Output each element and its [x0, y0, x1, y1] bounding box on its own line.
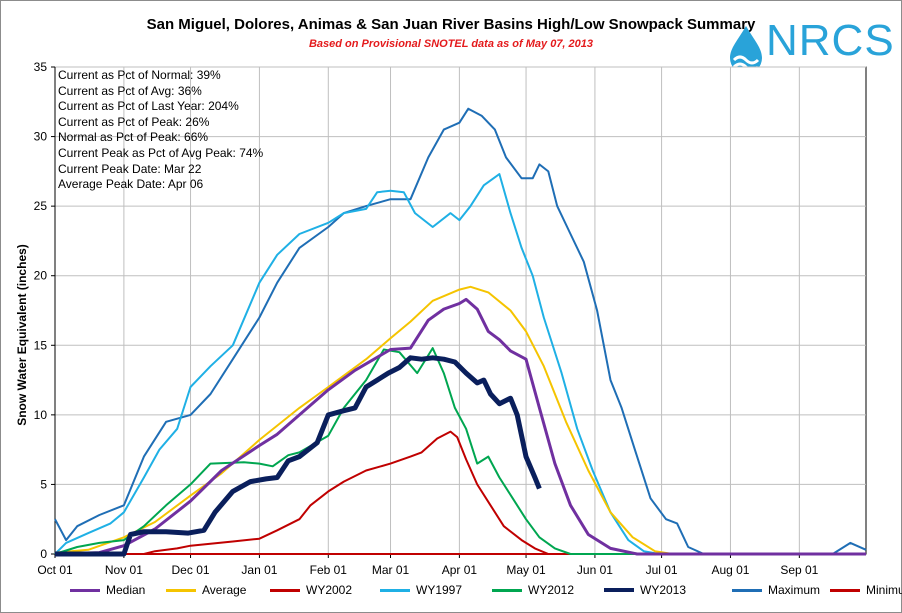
- legend-label: WY2013: [640, 583, 687, 597]
- stat-line: Current Peak as Pct of Avg Peak: 74%: [58, 145, 264, 160]
- x-tick-label: May 01: [506, 563, 546, 577]
- series-line-wy2013: [55, 355, 542, 557]
- y-tick-label: 30: [34, 130, 48, 144]
- stat-line: Current as Pct of Avg: 36%: [58, 83, 202, 98]
- chart-title: San Miguel, Dolores, Animas & San Juan R…: [146, 16, 756, 33]
- stat-line: Current as Pct of Peak: 26%: [58, 114, 210, 129]
- legend-swatch: [830, 588, 860, 592]
- y-tick-label: 35: [34, 60, 48, 74]
- series-line-wy1997: [54, 173, 866, 555]
- x-tick-label: Mar 01: [372, 563, 410, 577]
- y-tick-label: 0: [40, 547, 47, 561]
- series-lines: [54, 107, 867, 557]
- legend-item-average: Average: [166, 583, 246, 597]
- x-tick-label: Jun 01: [577, 563, 613, 577]
- x-tick-label: Jul 01: [646, 563, 678, 577]
- y-tick-label: 10: [34, 408, 48, 422]
- x-tick-label: Feb 01: [310, 563, 348, 577]
- legend-label: WY1997: [416, 583, 463, 597]
- stats-box: Current as Pct of Normal: 39% Current as …: [58, 68, 263, 193]
- legend-swatch: [166, 588, 196, 592]
- legend-label: WY2002: [306, 583, 353, 597]
- x-tick-label: Jan 01: [241, 563, 277, 577]
- legend-item-wy2012: WY2012: [492, 583, 574, 597]
- legend-swatch: [604, 588, 634, 592]
- legend-item-maximum: Maximum: [732, 583, 820, 597]
- y-axis-label: Snow Water Equivalent (inches): [15, 244, 29, 426]
- chart-subtitle: Based on Provisional SNOTEL data as of M…: [308, 38, 594, 50]
- series-line-wy2012: [54, 347, 866, 555]
- legend-swatch: [732, 588, 762, 592]
- x-tick-label: Oct 01: [37, 563, 73, 577]
- grid: [54, 66, 867, 555]
- y-tick-label: 5: [40, 477, 47, 491]
- logo-wordmark: NRCS: [766, 16, 895, 65]
- stat-line: Current as Pct of Last Year: 204%: [58, 99, 239, 114]
- legend-label: Median: [106, 583, 146, 597]
- series-line-average: [54, 285, 866, 555]
- series-line-maximum: [54, 107, 867, 555]
- y-tick-label: 15: [34, 338, 48, 352]
- stat-line: Average Peak Date: Apr 06: [58, 177, 204, 192]
- legend-item-wy1997: WY1997: [380, 583, 462, 597]
- legend-label: Minimum: [866, 583, 902, 597]
- legend-label: Average: [202, 583, 247, 597]
- x-tick-label: Nov 01: [105, 563, 143, 577]
- x-tick-label: Aug 01: [711, 563, 749, 577]
- legend-swatch: [70, 588, 100, 592]
- legend-item-median: Median: [70, 583, 145, 597]
- stat-line: Current Peak Date: Mar 22: [58, 161, 202, 176]
- x-tick-label: Dec 01: [172, 563, 210, 577]
- legend-label: Maximum: [768, 583, 821, 597]
- legend-swatch: [492, 588, 522, 592]
- stat-line: Current as Pct of Normal: 39%: [58, 68, 221, 82]
- legend-item-minimum: Minimum: [830, 583, 902, 597]
- legend-swatch: [380, 588, 410, 592]
- legend: Median Average WY2002 WY1997 WY2012 WY2013 Max…: [70, 583, 902, 601]
- y-tick-label: 20: [34, 269, 48, 283]
- x-tick-label: Apr 01: [442, 563, 478, 577]
- legend-label: WY2012: [528, 583, 575, 597]
- legend-swatch: [270, 588, 300, 592]
- legend-item-wy2013: WY2013: [604, 583, 686, 597]
- series-line-median: [54, 297, 866, 556]
- legend-item-wy2002: WY2002: [270, 583, 352, 597]
- series-line-wy2002: [55, 430, 866, 555]
- x-tick-label: Sep 01: [780, 563, 818, 577]
- y-tick-label: 25: [34, 199, 48, 213]
- stat-line: Normal as Pct of Peak: 66%: [58, 130, 209, 145]
